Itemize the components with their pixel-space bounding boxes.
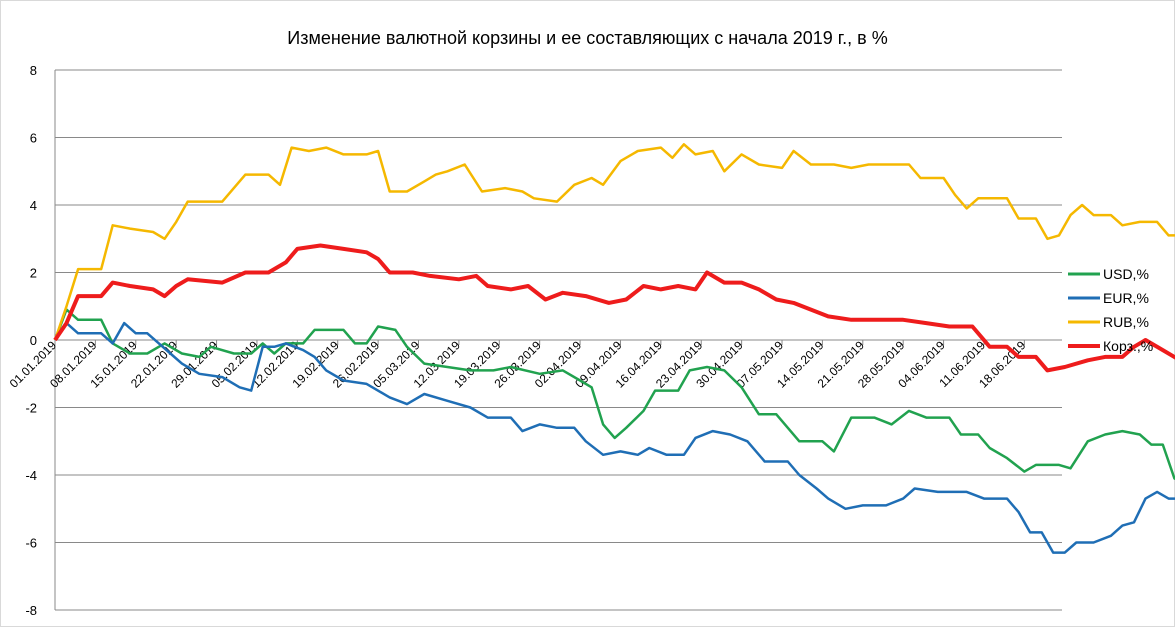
chart-title: Изменение валютной корзины и ее составля…	[287, 28, 888, 48]
y-tick-label: 0	[30, 333, 37, 348]
y-tick-label: -8	[25, 603, 37, 618]
series-line-eur	[53, 321, 1175, 554]
legend: USD,% EUR,% RUB,% Корз.,%	[1068, 266, 1153, 354]
series-line-rub	[53, 143, 1175, 341]
series-line-usd	[53, 308, 1175, 480]
y-tick-label: -2	[25, 401, 37, 416]
legend-label: RUB,%	[1103, 314, 1149, 330]
legend-label: EUR,%	[1103, 290, 1149, 306]
y-tick-label: 8	[30, 63, 37, 78]
legend-label: Корз.,%	[1103, 338, 1153, 354]
x-axis: 01.01.201908.01.201915.01.201922.01.2019…	[7, 338, 1062, 391]
legend-label: USD,%	[1103, 266, 1149, 282]
y-axis: 8 6 4 2 0 -2 -4 -6 -8	[25, 63, 56, 618]
y-tick-label: 6	[30, 131, 37, 146]
y-tick-label: -6	[25, 536, 37, 551]
y-tick-label: 4	[30, 198, 37, 213]
series-lines	[53, 143, 1175, 554]
y-tick-label: 2	[30, 266, 37, 281]
y-tick-label: -4	[25, 468, 37, 483]
series-line-корз	[53, 243, 1175, 373]
